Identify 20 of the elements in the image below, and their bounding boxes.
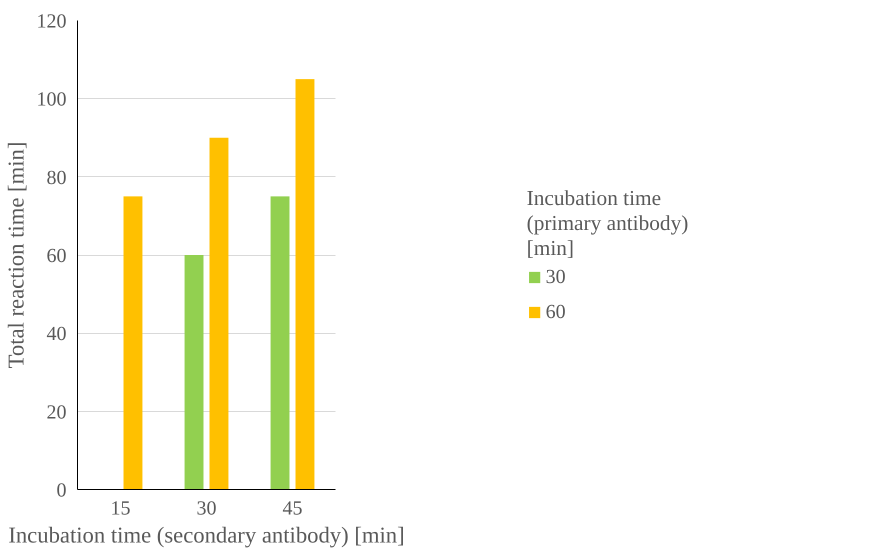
y-tick-label: 80 [46,166,66,189]
y-tick-label: 40 [46,323,66,346]
y-tick-label: 20 [46,401,66,424]
bar [184,255,204,490]
legend-title: Incubation time (primary antibody) [min] [526,186,688,260]
y-tick-label: 120 [36,10,66,32]
legend-label: 30 [546,266,566,288]
y-axis-title: Total reaction time [min] [4,142,28,368]
bar [124,196,142,490]
x-tick-label: 15 [110,498,130,520]
bar [270,196,290,490]
x-axis-title: Incubation time (secondary antibody) [min] [8,522,405,548]
y-tick-label: 100 [36,88,66,111]
bar [210,138,228,490]
y-tick-label: 0 [56,480,66,502]
x-tick-label: 30 [196,498,216,520]
y-tick-label: 60 [46,245,66,267]
x-tick-label: 45 [282,498,302,520]
legend-label: 60 [546,300,566,324]
bar [296,79,314,490]
